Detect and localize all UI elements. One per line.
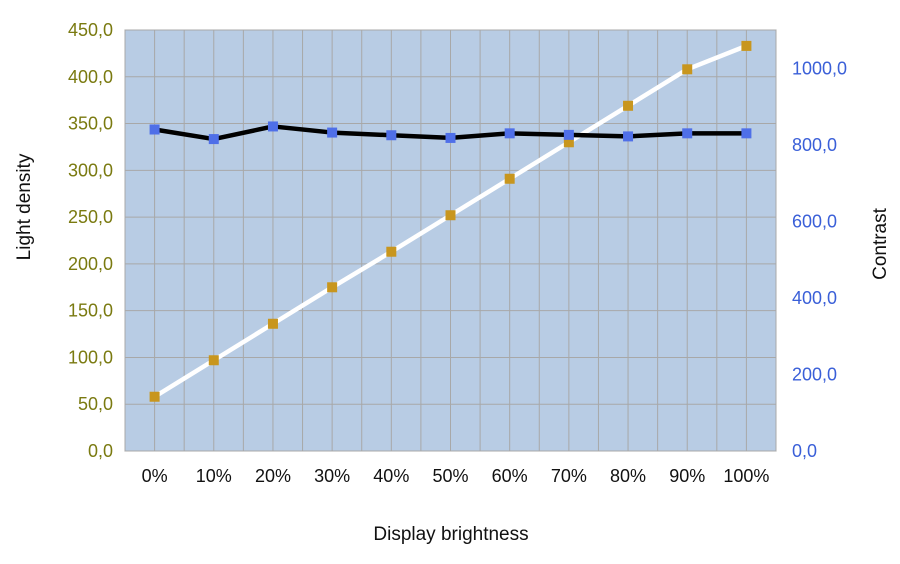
- data-point: [267, 121, 278, 132]
- left-tick-label: 50,0: [78, 394, 113, 414]
- right-tick-label: 0,0: [792, 441, 817, 461]
- left-tick-label: 0,0: [88, 441, 113, 461]
- x-tick-label: 90%: [669, 466, 705, 486]
- left-axis-title: Light density: [14, 153, 35, 260]
- data-point: [327, 127, 338, 138]
- grid-lines: [124, 29, 777, 452]
- right-tick-label: 200,0: [792, 364, 837, 384]
- data-point: [386, 246, 397, 257]
- data-point: [563, 129, 574, 140]
- x-tick-label: 80%: [610, 466, 646, 486]
- x-tick-label: 100%: [723, 466, 769, 486]
- right-axis-title: Contrast: [870, 207, 891, 280]
- data-point: [149, 124, 160, 135]
- series-layer: [149, 40, 752, 402]
- data-point: [682, 128, 693, 139]
- data-point: [741, 128, 752, 139]
- data-point: [563, 137, 574, 148]
- data-point: [149, 391, 160, 402]
- data-point: [741, 40, 752, 51]
- series-1: [149, 40, 752, 402]
- data-point: [504, 173, 515, 184]
- data-point: [208, 355, 219, 366]
- right-tick-label: 400,0: [792, 288, 837, 308]
- left-tick-label: 450,0: [68, 20, 113, 40]
- x-tick-label: 50%: [432, 466, 468, 486]
- data-point: [682, 64, 693, 75]
- data-point: [623, 100, 634, 111]
- left-tick-label: 350,0: [68, 114, 113, 134]
- left-tick-label: 150,0: [68, 301, 113, 321]
- right-tick-label: 800,0: [792, 135, 837, 155]
- data-point: [208, 134, 219, 145]
- data-point: [267, 318, 278, 329]
- left-axis-tick-labels: 0,0 50,0 100,0 150,0 200,0 250,0 300,0 350,0 400…: [68, 20, 113, 461]
- data-point: [327, 282, 338, 293]
- left-tick-label: 300,0: [68, 160, 113, 180]
- data-point: [445, 132, 456, 143]
- x-tick-label: 20%: [255, 466, 291, 486]
- x-axis-title: Display brightness: [373, 524, 528, 545]
- series-2: [149, 121, 752, 145]
- data-point: [386, 130, 397, 141]
- x-tick-label: 30%: [314, 466, 350, 486]
- right-tick-label: 600,0: [792, 211, 837, 231]
- x-tick-label: 10%: [196, 466, 232, 486]
- right-axis-tick-labels: 0,0 200,0 400,0 600,0 800,0 1000,0: [792, 58, 847, 461]
- x-tick-label: 0%: [142, 466, 168, 486]
- x-tick-label: 40%: [373, 466, 409, 486]
- left-tick-label: 400,0: [68, 67, 113, 87]
- left-tick-label: 200,0: [68, 254, 113, 274]
- x-axis-tick-labels: 0% 10% 20% 30% 40% 50% 60% 70% 80% 90% 100%: [142, 466, 770, 486]
- left-tick-label: 250,0: [68, 207, 113, 227]
- left-tick-label: 100,0: [68, 347, 113, 367]
- right-tick-label: 1000,0: [792, 58, 847, 78]
- data-point: [623, 131, 634, 142]
- x-tick-label: 70%: [551, 466, 587, 486]
- data-point: [504, 128, 515, 139]
- data-point: [445, 210, 456, 221]
- x-tick-label: 60%: [492, 466, 528, 486]
